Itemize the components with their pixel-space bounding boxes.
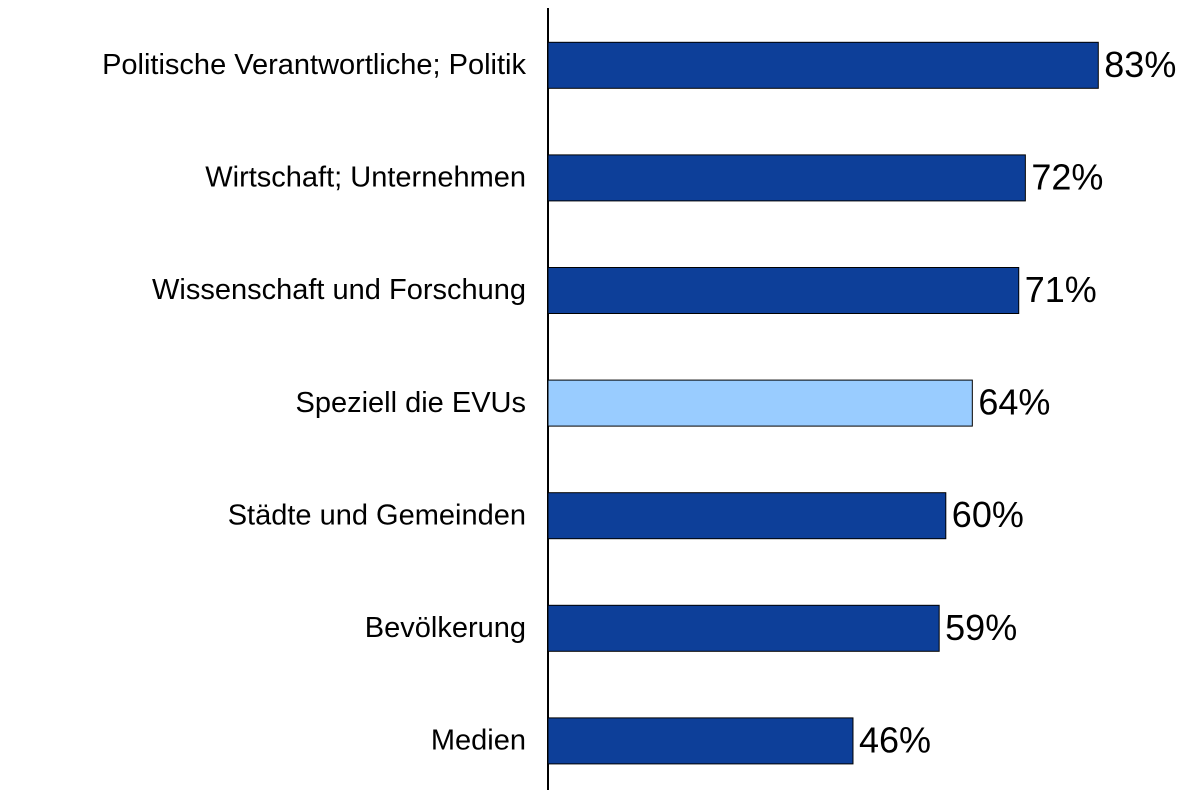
value-label: 83% [1104,44,1176,85]
value-label: 46% [859,719,931,760]
value-label: 71% [1025,269,1097,310]
category-label: Wissenschaft und Forschung [152,274,526,306]
value-label: 59% [945,607,1017,648]
bar [547,41,1099,89]
category-label: Bevölkerung [365,612,526,644]
category-label: Speziell die EVUs [296,387,527,419]
bar [547,604,940,652]
bar [547,379,973,427]
category-label: Städte und Gemeinden [228,499,526,531]
value-label: 60% [952,494,1024,535]
value-label: 64% [978,382,1050,423]
category-label: Medien [431,725,526,757]
category-label: Wirtschaft; Unternehmen [205,162,526,194]
category-label: Politische Verantwortliche; Politik [102,49,526,81]
value-label: 72% [1031,156,1103,197]
bar [547,154,1026,202]
bar [547,492,947,540]
bar [547,267,1020,314]
bar [547,717,854,765]
